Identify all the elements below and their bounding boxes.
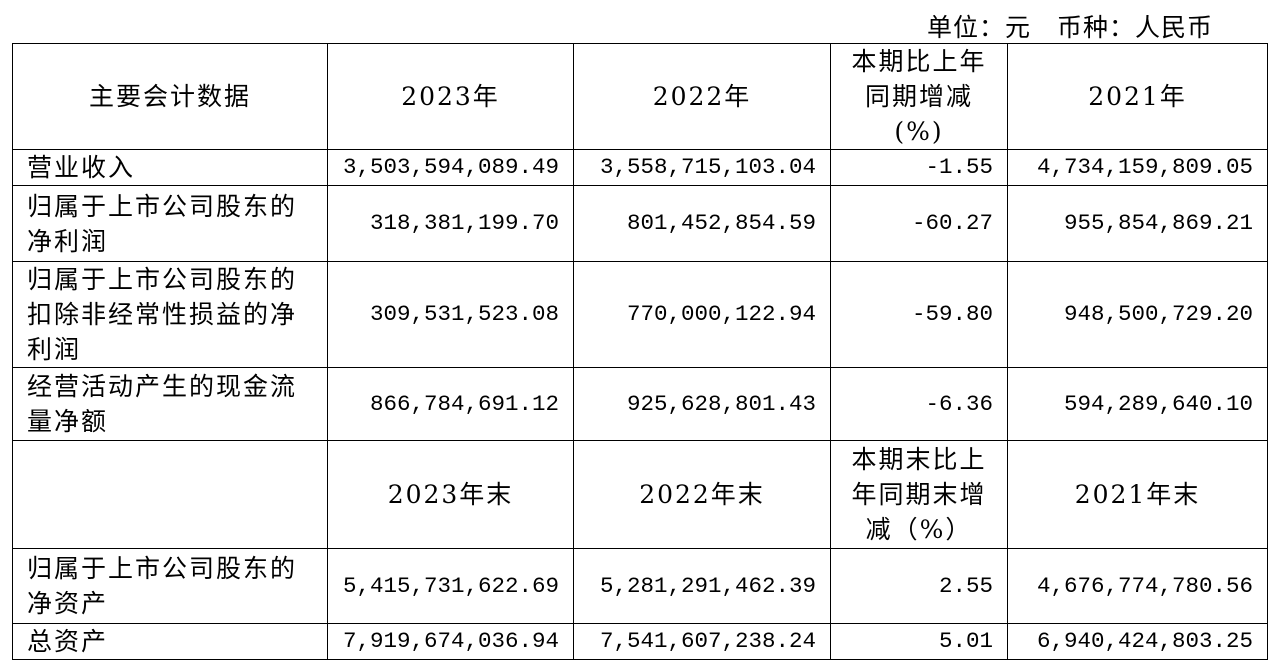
value-cell: -60.27	[830, 185, 1008, 262]
value-cell: 3,558,715,103.04	[573, 149, 831, 186]
value-cell: 866,784,691.12	[327, 367, 574, 441]
unit-note: 单位：元 币种：人民币	[926, 13, 1213, 42]
value-cell: 925,628,801.43	[573, 367, 831, 441]
header-cell: 本期末比上年同期末增减（%）	[830, 440, 1008, 549]
value-cell: 5.01	[830, 623, 1008, 660]
table-body: 主要会计数据 2023年 2022年 本期比上年同期增减(%) 2021年 营业收入 3,5…	[12, 43, 1268, 660]
table-row: 经营活动产生的现金流量净额 866,784,691.12 925,628,801.4…	[12, 367, 1268, 441]
value-cell: 6,940,424,803.25	[1007, 623, 1268, 660]
value-cell: 2.55	[830, 548, 1008, 624]
value-cell: 948,500,729.20	[1007, 261, 1268, 368]
header-cell: 2021年末	[1007, 440, 1268, 549]
value-cell: 7,919,674,036.94	[327, 623, 574, 660]
header-cell: 2022年末	[573, 440, 831, 549]
header-cell: 本期比上年同期增减(%)	[830, 43, 1008, 150]
table-row: 归属于上市公司股东的净资产 5,415,731,622.69 5,281,291,4…	[12, 548, 1268, 624]
header-cell: 2023年	[327, 43, 574, 150]
table-row: 营业收入 3,503,594,089.49 3,558,715,103.04 -1.5…	[12, 149, 1268, 186]
header-cell: 主要会计数据	[12, 43, 328, 150]
value-cell: 5,415,731,622.69	[327, 548, 574, 624]
value-cell: -6.36	[830, 367, 1008, 441]
header-cell: 2023年末	[327, 440, 574, 549]
table-row: 归属于上市公司股东的净利润 318,381,199.70 801,452,854.5…	[12, 185, 1268, 262]
value-cell: 309,531,523.08	[327, 261, 574, 368]
data-table: 主要会计数据 2023年 2022年 本期比上年同期增减(%) 2021年 营业收入 3,5…	[12, 43, 1268, 660]
page: 单位：元 币种：人民币 主要会计数据 2023年 2022年 本期比上年同期增减(%)…	[12, 13, 1268, 660]
header-cell	[12, 440, 328, 549]
value-cell: 594,289,640.10	[1007, 367, 1268, 441]
row-label: 经营活动产生的现金流量净额	[12, 367, 328, 441]
table-row: 总资产 7,919,674,036.94 7,541,607,238.24 5.01 6…	[12, 623, 1268, 660]
row-label: 营业收入	[12, 149, 328, 186]
table-row: 2023年末 2022年末 本期末比上年同期末增减（%） 2021年末	[12, 440, 1268, 549]
value-cell: 318,381,199.70	[327, 185, 574, 262]
header-cell: 2022年	[573, 43, 831, 150]
value-cell: 3,503,594,089.49	[327, 149, 574, 186]
value-cell: 801,452,854.59	[573, 185, 831, 262]
value-cell: 4,676,774,780.56	[1007, 548, 1268, 624]
table-row: 归属于上市公司股东的扣除非经常性损益的净利润 309,531,523.08 770,…	[12, 261, 1268, 368]
row-label: 总资产	[12, 623, 328, 660]
value-cell: -1.55	[830, 149, 1008, 186]
table-row: 主要会计数据 2023年 2022年 本期比上年同期增减(%) 2021年	[12, 43, 1268, 150]
value-cell: 7,541,607,238.24	[573, 623, 831, 660]
row-label: 归属于上市公司股东的净资产	[12, 548, 328, 624]
row-label: 归属于上市公司股东的扣除非经常性损益的净利润	[12, 261, 328, 368]
row-label: 归属于上市公司股东的净利润	[12, 185, 328, 262]
value-cell: 5,281,291,462.39	[573, 548, 831, 624]
value-cell: 4,734,159,809.05	[1007, 149, 1268, 186]
header-cell: 2021年	[1007, 43, 1268, 150]
value-cell: -59.80	[830, 261, 1008, 368]
value-cell: 770,000,122.94	[573, 261, 831, 368]
value-cell: 955,854,869.21	[1007, 185, 1268, 262]
